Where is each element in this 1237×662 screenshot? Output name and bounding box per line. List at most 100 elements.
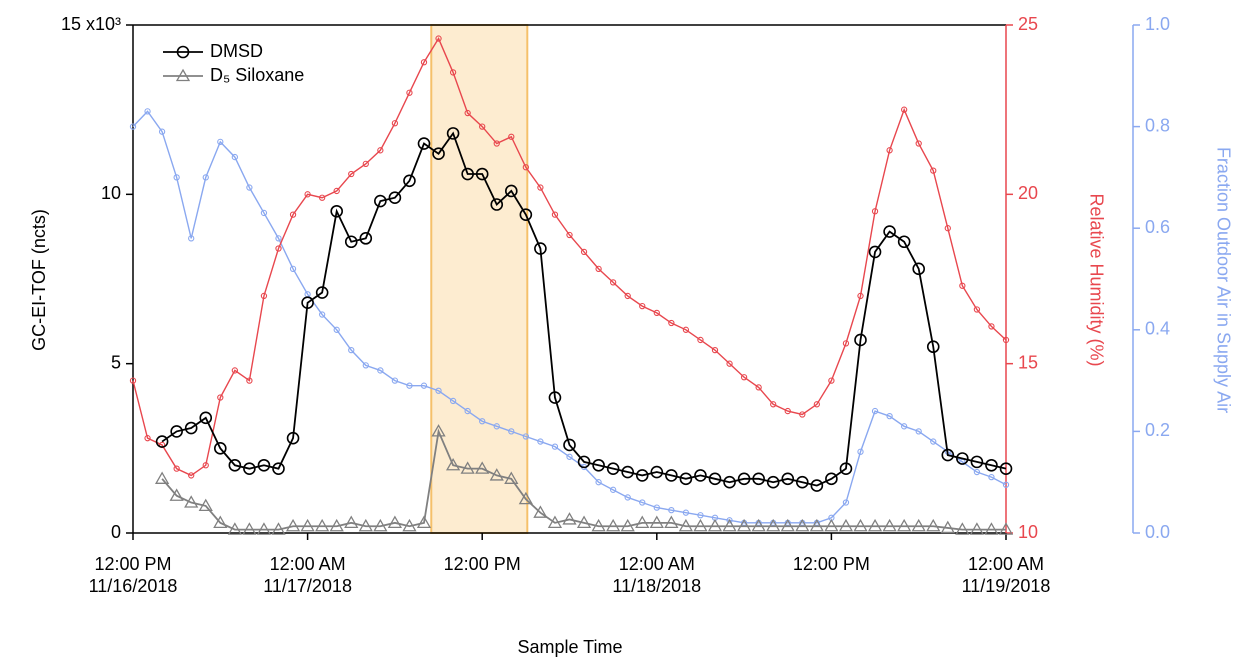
point	[694, 469, 707, 482]
point	[199, 411, 213, 425]
point	[333, 187, 340, 195]
point	[635, 515, 650, 528]
y3-tick-label: 1.0	[1145, 14, 1170, 34]
point	[391, 120, 399, 127]
point	[329, 518, 344, 532]
point	[217, 394, 224, 401]
point	[697, 512, 704, 519]
point	[726, 517, 733, 524]
point	[665, 469, 678, 482]
point	[198, 498, 213, 512]
point	[333, 326, 340, 333]
point	[621, 465, 635, 479]
point	[432, 147, 445, 160]
point	[547, 515, 563, 528]
point	[799, 411, 806, 418]
series-line	[161, 131, 1007, 487]
point	[624, 292, 631, 300]
point	[882, 518, 897, 532]
point	[431, 424, 446, 437]
point	[479, 123, 486, 130]
y2-tick-label: 10	[1018, 522, 1038, 542]
point	[901, 423, 908, 430]
point	[551, 211, 559, 218]
point	[624, 494, 631, 501]
point	[184, 421, 198, 435]
y-tick-label: 10	[101, 183, 121, 203]
point	[911, 518, 926, 532]
point	[158, 128, 166, 135]
point	[522, 164, 529, 171]
y-tick-label: 5	[111, 352, 121, 372]
point	[853, 518, 868, 532]
point	[639, 302, 646, 310]
point	[897, 235, 911, 249]
point	[795, 475, 809, 489]
point	[348, 170, 355, 178]
point	[435, 35, 442, 42]
point	[576, 515, 592, 528]
point	[795, 518, 810, 532]
point	[871, 407, 879, 415]
point	[766, 475, 780, 489]
legend-marker	[176, 45, 190, 59]
point	[445, 457, 461, 471]
point	[595, 479, 602, 486]
point	[857, 448, 864, 455]
point	[956, 452, 969, 465]
point	[959, 282, 966, 289]
point	[664, 515, 679, 528]
point	[781, 472, 795, 486]
point	[752, 472, 765, 486]
point	[551, 443, 559, 450]
point	[915, 428, 922, 435]
x-tick-label: 12:00 AM 11/19/2018	[961, 554, 1051, 596]
y3-tick-label: 0.8	[1145, 115, 1170, 135]
point	[285, 518, 301, 532]
point	[475, 167, 489, 181]
point	[871, 208, 879, 215]
point	[289, 265, 297, 272]
point	[868, 245, 882, 259]
point	[912, 262, 926, 276]
point	[736, 518, 752, 532]
point	[129, 123, 137, 130]
point	[301, 296, 314, 310]
series-line	[161, 428, 1006, 531]
point	[449, 69, 457, 76]
point	[173, 174, 180, 181]
point	[214, 442, 227, 455]
y3-tick-label: 0.0	[1145, 522, 1170, 542]
point	[271, 522, 286, 535]
point	[188, 472, 195, 479]
point	[901, 106, 908, 113]
point	[272, 462, 285, 475]
point	[824, 518, 839, 532]
point	[522, 433, 529, 440]
point	[315, 286, 329, 299]
point	[518, 491, 533, 505]
point	[417, 137, 431, 150]
point	[228, 458, 242, 472]
point	[886, 413, 893, 420]
point	[257, 458, 271, 472]
point	[722, 518, 737, 532]
point	[231, 367, 238, 374]
x-tick-label: 12:00 AM 11/17/2018	[263, 554, 352, 596]
point	[595, 265, 602, 272]
point	[723, 475, 736, 489]
point	[592, 458, 605, 472]
point	[202, 174, 209, 181]
point	[479, 418, 486, 425]
point	[886, 147, 893, 154]
point	[129, 377, 137, 384]
point	[591, 518, 606, 532]
point	[668, 506, 675, 514]
point	[461, 167, 474, 181]
point	[711, 346, 719, 354]
point	[246, 184, 253, 191]
point	[915, 140, 922, 147]
point	[620, 518, 635, 532]
point	[653, 309, 660, 317]
